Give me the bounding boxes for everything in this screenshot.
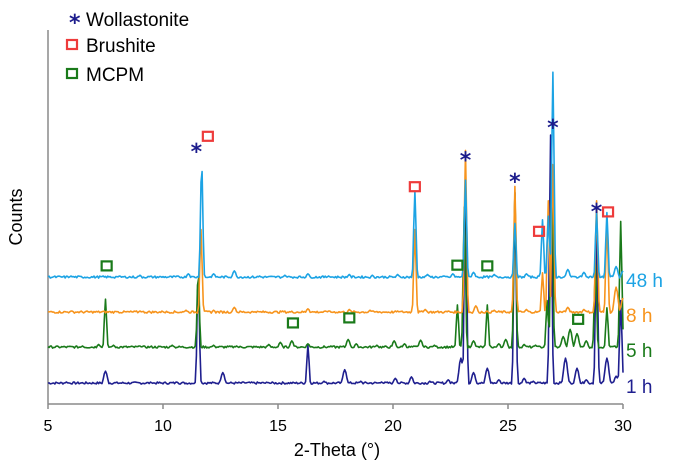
wollastonite-marker: * (591, 200, 603, 225)
brushite-marker (532, 225, 546, 237)
legend: * Wollastonite Brushite MCPM (65, 10, 189, 86)
series-line-1h (47, 134, 624, 385)
legend-mcpm-marker (65, 67, 79, 80)
series-group (47, 71, 624, 385)
x-tick-label: 10 (154, 418, 172, 435)
mcpm-marker (451, 259, 464, 271)
series-label: 48 h (626, 271, 663, 292)
mcpm-marker (572, 313, 585, 325)
brushite-marker (601, 206, 615, 218)
mcpm-marker (286, 317, 300, 329)
series-line-8h (47, 149, 624, 314)
brushite-marker (408, 181, 421, 193)
x-tick-label: 20 (384, 418, 402, 435)
x-tick-label: 15 (269, 418, 287, 435)
series-line-48h (47, 71, 624, 279)
legend-label-brushite: Brushite (86, 36, 156, 57)
wollastonite-marker: * (191, 140, 203, 165)
mcpm-marker (343, 312, 356, 324)
y-axis-title: Counts (6, 188, 26, 245)
brushite-marker (201, 130, 214, 142)
x-ticks: 5 10 15 20 25 30 (44, 404, 632, 435)
wollastonite-marker: * (547, 116, 559, 141)
series-line-5h (47, 163, 624, 349)
series-labels: 1 h 5 h 8 h 48 h (626, 271, 663, 398)
legend-label-mcpm: MCPM (86, 65, 144, 86)
series-label: 1 h (626, 377, 652, 398)
wollastonite-marker: * (460, 148, 472, 173)
x-axis-title: 2-Theta (°) (294, 440, 380, 460)
legend-wollastonite-marker: * (69, 11, 81, 36)
x-tick-label: 30 (614, 418, 632, 435)
series-label: 5 h (626, 341, 652, 362)
mcpm-marker (100, 260, 113, 272)
x-tick-label: 5 (44, 418, 53, 435)
wollastonite-marker: * (509, 170, 521, 195)
phase-markers: * * * * * (100, 116, 615, 329)
x-tick-label: 25 (499, 418, 517, 435)
mcpm-marker (481, 260, 494, 272)
legend-brushite-marker (65, 38, 79, 51)
legend-label-wollastonite: Wollastonite (86, 10, 189, 31)
series-label: 8 h (626, 306, 652, 327)
